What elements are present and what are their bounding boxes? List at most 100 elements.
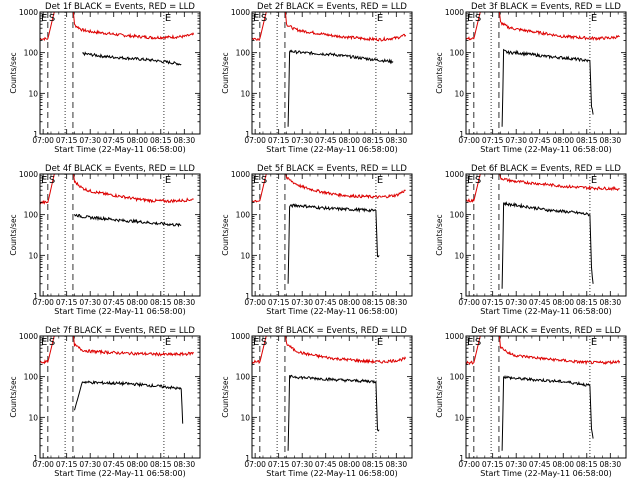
x-tick-label: 07:00 <box>458 298 480 307</box>
x-tick-label: 07:15 <box>56 460 78 469</box>
x-tick-label: 07:30 <box>291 298 313 307</box>
panel-title: Det 3f BLACK = Events, RED = LLD <box>471 2 621 12</box>
lld-series-line <box>466 12 620 41</box>
y-tick-label: 10 <box>28 413 38 422</box>
time-marker-label: E <box>253 337 259 348</box>
panel-2: Det 2f BLACK = Events, RED = LLD 1 10 100 10… <box>221 2 413 154</box>
x-tick-label: 07:30 <box>79 460 101 469</box>
events-series-line <box>287 49 394 127</box>
y-tick-label: 1000 <box>231 170 250 179</box>
y-axis-label: Counts/sec <box>9 52 18 93</box>
events-series-line <box>501 201 594 289</box>
x-tick-label: 07:15 <box>482 136 504 145</box>
time-marker-label: S <box>261 13 267 24</box>
x-tick-label: 07:45 <box>103 298 125 307</box>
x-axis-label: Start Time (22-May-11 06:58:00) <box>54 145 185 154</box>
lld-series-line <box>40 12 195 42</box>
plot-frame <box>465 173 627 297</box>
events-series-line <box>501 374 594 451</box>
time-marker-label: E <box>377 13 383 24</box>
x-tick-label: 07:45 <box>315 136 337 145</box>
time-marker-label: S <box>261 337 267 348</box>
time-marker-label: E <box>253 13 259 24</box>
y-tick-label: 1 <box>459 130 464 139</box>
lld-series-line <box>40 336 195 365</box>
x-tick-label: 07:30 <box>291 460 313 469</box>
panel-title: Det 2f BLACK = Events, RED = LLD <box>257 2 407 12</box>
x-tick-label: 08:30 <box>600 460 622 469</box>
x-tick-label: 07:15 <box>268 136 290 145</box>
x-tick-label: 07:00 <box>244 136 266 145</box>
lld-series-line <box>252 12 407 42</box>
x-axis-label: Start Time (22-May-11 06:58:00) <box>266 307 397 316</box>
x-tick-label: 07:30 <box>79 298 101 307</box>
panel-title: Det 5f BLACK = Events, RED = LLD <box>257 164 407 174</box>
x-tick-label: 08:30 <box>386 298 408 307</box>
x-axis-label: Start Time (22-May-11 06:58:00) <box>54 307 185 316</box>
time-marker-label: E <box>591 337 597 348</box>
x-tick-label: 07:00 <box>458 136 480 145</box>
x-tick-label: 08:00 <box>338 460 360 469</box>
time-marker-label: S <box>49 13 55 24</box>
y-tick-label: 1 <box>459 292 464 301</box>
y-tick-label: 10 <box>454 251 464 260</box>
x-tick-label: 07:00 <box>32 136 54 145</box>
x-tick-label: 08:15 <box>150 298 172 307</box>
events-series-line <box>82 51 182 66</box>
x-tick-label: 08:30 <box>174 460 196 469</box>
x-tick-label: 07:45 <box>315 298 337 307</box>
x-tick-label: 08:00 <box>126 460 148 469</box>
x-tick-label: 08:15 <box>576 136 598 145</box>
y-tick-label: 10 <box>240 251 250 260</box>
x-axis-label: Start Time (22-May-11 06:58:00) <box>266 469 397 478</box>
lld-series-line <box>40 174 194 205</box>
y-axis-label: Counts/sec <box>435 214 444 255</box>
time-marker-label: E <box>467 337 473 348</box>
time-marker-label: S <box>475 13 481 24</box>
time-marker-label: E <box>41 13 47 24</box>
y-tick-label: 1 <box>245 454 250 463</box>
y-tick-label: 1000 <box>19 8 38 17</box>
x-axis-label: Start Time (22-May-11 06:58:00) <box>266 145 397 154</box>
events-series-line <box>74 379 184 424</box>
x-tick-label: 08:30 <box>600 298 622 307</box>
panel-title: Det 9f BLACK = Events, RED = LLD <box>471 326 621 336</box>
x-tick-label: 08:00 <box>338 136 360 145</box>
time-marker-label: E <box>377 337 383 348</box>
time-marker-label: E <box>591 13 597 24</box>
y-tick-label: 100 <box>236 211 251 220</box>
x-tick-label: 07:00 <box>32 298 54 307</box>
panel-6: Det 6f BLACK = Events, RED = LLD 1 10 100 10… <box>435 164 627 316</box>
x-tick-label: 07:15 <box>56 298 78 307</box>
panel-7: Det 7f BLACK = Events, RED = LLD 1 10 100 10… <box>9 326 201 478</box>
y-tick-label: 10 <box>28 89 38 98</box>
y-tick-label: 1 <box>33 292 38 301</box>
panel-title: Det 6f BLACK = Events, RED = LLD <box>471 164 621 174</box>
x-tick-label: 08:15 <box>576 298 598 307</box>
time-marker-label: E <box>41 175 47 186</box>
x-tick-label: 07:15 <box>268 460 290 469</box>
time-marker-label: E <box>253 175 259 186</box>
plot-frame <box>39 11 201 135</box>
y-tick-label: 100 <box>450 49 465 58</box>
y-axis-label: Counts/sec <box>9 214 18 255</box>
x-tick-label: 08:30 <box>386 136 408 145</box>
x-tick-label: 07:30 <box>505 460 527 469</box>
y-axis-label: Counts/sec <box>435 376 444 417</box>
y-tick-label: 1000 <box>231 332 250 341</box>
y-tick-label: 10 <box>454 413 464 422</box>
plot-frame <box>465 335 627 459</box>
y-tick-label: 1 <box>245 130 250 139</box>
time-marker-label: E <box>165 175 171 186</box>
y-tick-label: 100 <box>24 211 39 220</box>
time-marker-label: E <box>165 13 171 24</box>
y-tick-label: 1000 <box>445 8 464 17</box>
x-tick-label: 07:45 <box>103 136 125 145</box>
y-tick-label: 1000 <box>445 170 464 179</box>
y-axis-label: Counts/sec <box>221 214 230 255</box>
panel-5: Det 5f BLACK = Events, RED = LLD 1 10 100 10… <box>221 164 413 316</box>
plot-frame <box>465 11 627 135</box>
x-tick-label: 07:00 <box>458 460 480 469</box>
y-tick-label: 100 <box>236 49 251 58</box>
x-axis-label: Start Time (22-May-11 06:58:00) <box>480 307 611 316</box>
